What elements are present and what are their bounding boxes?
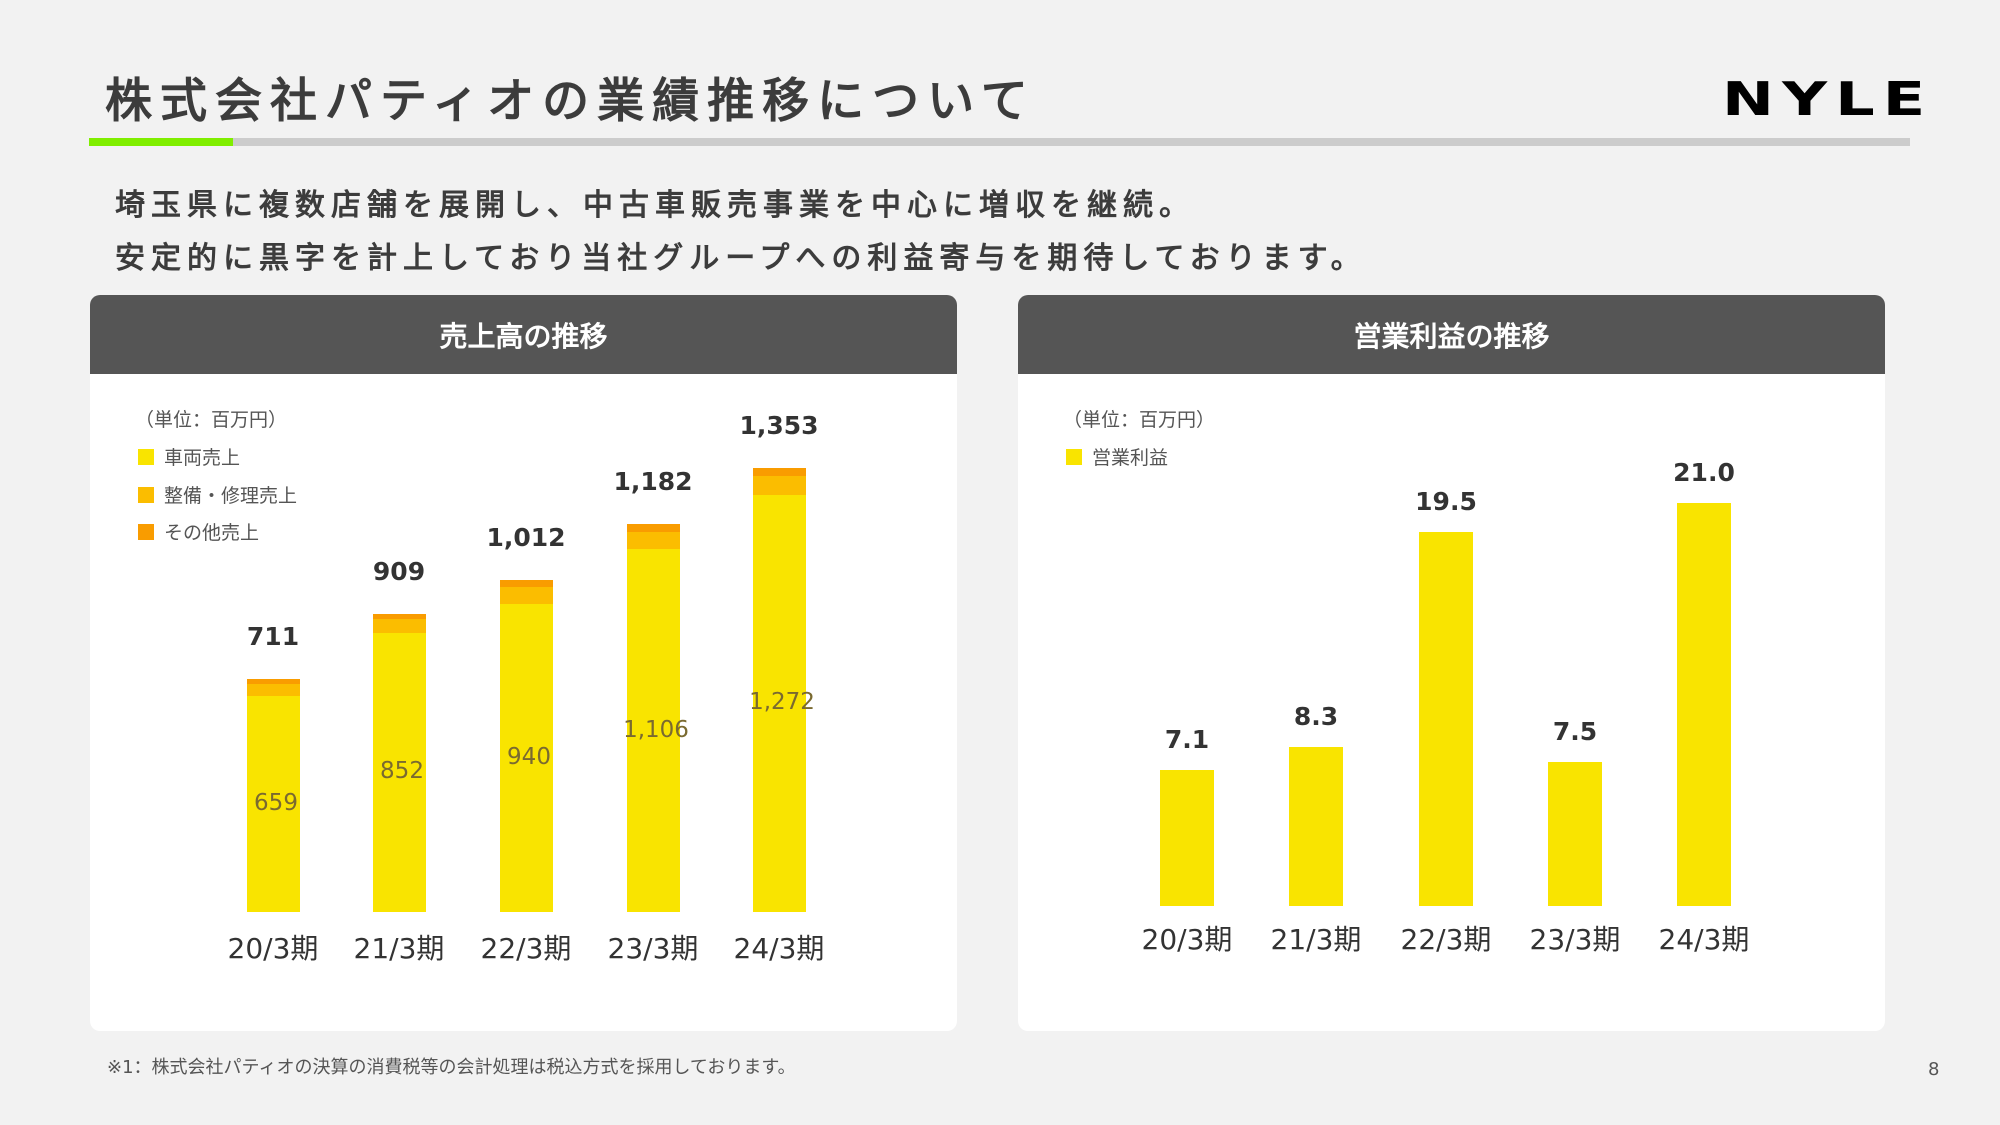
bar-vehicle <box>626 549 680 912</box>
vehicle-value-label: 852 <box>380 758 424 785</box>
sales-chart-panel: 売上高の推移 （単位：百万円） 車両売上 整備・修理売上 その他売上 711 65… <box>90 295 957 1031</box>
x-tick-label: 23/3期 <box>1529 923 1621 956</box>
total-label: 1,353 <box>739 411 819 441</box>
legend-swatch <box>1066 448 1082 465</box>
title-divider <box>89 138 1910 146</box>
bar-maintenance <box>626 531 680 550</box>
value-label: 7.5 <box>1552 717 1598 746</box>
legend-label: 整備・修理売上 <box>164 485 298 507</box>
lead-text-2: 安定的に黒字を計上しており当社グループへの利益寄与を期待しております。 <box>115 241 1367 276</box>
vehicle-value-label: 1,272 <box>749 689 815 716</box>
lead-text-1: 埼玉県に複数店舗を展開し、中古車販売事業を中心に増収を継続。 <box>115 188 1195 223</box>
vehicle-value-label: 940 <box>507 743 551 770</box>
legend-other: その他売上 <box>138 518 259 545</box>
profit-chart-panel: 営業利益の推移 （単位：百万円） 営業利益 7.1 20/3期 8.3 21/3期 19… <box>1018 295 1885 1031</box>
value-label: 21.0 <box>1673 457 1735 487</box>
legend-operating-profit: 営業利益 <box>1066 443 1168 470</box>
bar-maintenance <box>372 619 426 633</box>
sales-chart-title: 売上高の推移 <box>90 295 957 374</box>
bar-other <box>752 468 806 476</box>
bar-other <box>372 613 426 620</box>
value-label: 19.5 <box>1415 486 1477 516</box>
value-label: 7.1 <box>1164 724 1210 754</box>
vehicle-value-label: 1,106 <box>623 716 689 743</box>
x-tick-label: 22/3期 <box>480 932 572 965</box>
legend-label: 車両売上 <box>164 447 241 469</box>
vehicle-value-label: 659 <box>254 789 298 816</box>
bar-operating-profit <box>1160 769 1214 906</box>
legend-swatch <box>138 448 154 465</box>
total-label: 1,182 <box>613 467 693 497</box>
bar-other <box>626 524 680 532</box>
bar-vehicle <box>499 603 553 912</box>
x-tick-label: 20/3期 <box>227 932 319 965</box>
profit-chart-plot: 7.1 20/3期 8.3 21/3期 19.5 22/3期 7.5 23/3期 21.0 24/… <box>1018 295 1885 1031</box>
bar-operating-profit <box>1419 531 1473 906</box>
sales-unit-label: （単位：百万円） <box>135 409 288 431</box>
nyle-logo: NYLE <box>1722 72 1934 126</box>
bar-maintenance <box>499 586 553 604</box>
legend-swatch <box>138 523 154 540</box>
legend-label: 営業利益 <box>1092 447 1169 469</box>
legend-vehicle: 車両売上 <box>138 443 240 470</box>
x-tick-label: 20/3期 <box>1141 923 1233 956</box>
x-tick-label: 24/3期 <box>733 932 825 965</box>
legend-maintenance: 整備・修理売上 <box>138 481 297 508</box>
bar-operating-profit <box>1677 502 1731 906</box>
value-label: 8.3 <box>1293 701 1339 731</box>
total-label: 711 <box>246 621 300 651</box>
profit-chart-title: 営業利益の推移 <box>1018 295 1885 374</box>
page-number: 8 <box>1928 1059 1940 1080</box>
footnote: ※1：株式会社パティオの決算の消費税等の会計処理は税込方式を採用しております。 <box>107 1057 796 1078</box>
total-label: 909 <box>372 556 426 586</box>
bar-vehicle <box>372 632 426 912</box>
total-label: 1,012 <box>486 523 566 553</box>
bar-vehicle <box>246 695 300 912</box>
bar-maintenance <box>246 684 300 696</box>
legend-label: その他売上 <box>164 522 260 544</box>
sales-chart-plot: 711 659 20/3期 909 852 21/3期 1,012 940 22/3期 1,182… <box>90 295 957 1031</box>
legend-swatch <box>138 486 154 503</box>
bar-vehicle <box>752 494 806 912</box>
title-accent-bar <box>89 138 233 146</box>
bar-other <box>499 580 553 587</box>
x-tick-label: 22/3期 <box>1400 923 1492 956</box>
x-tick-label: 21/3期 <box>1270 923 1362 956</box>
page-title: 株式会社パティオの業績推移について <box>105 74 1036 129</box>
profit-unit-label: （単位：百万円） <box>1063 409 1216 431</box>
bar-operating-profit <box>1289 746 1343 906</box>
bar-other <box>246 678 300 685</box>
x-tick-label: 21/3期 <box>353 932 445 965</box>
bar-operating-profit <box>1548 762 1602 906</box>
bar-maintenance <box>752 475 806 495</box>
x-tick-label: 23/3期 <box>607 932 699 965</box>
x-tick-label: 24/3期 <box>1658 923 1750 956</box>
